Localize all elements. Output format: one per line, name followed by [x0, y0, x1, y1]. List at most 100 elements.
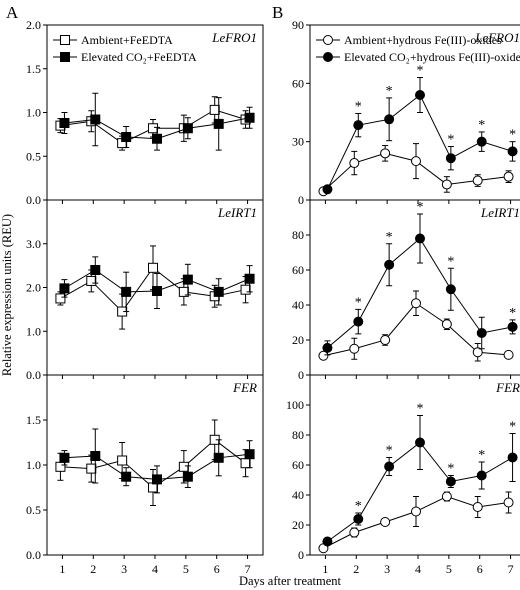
y-tick-label: 0.0 — [26, 548, 41, 562]
data-point — [445, 153, 456, 164]
y-tick-label: 20 — [292, 518, 304, 532]
data-point — [244, 112, 255, 123]
data-point — [349, 343, 360, 354]
data-point — [441, 491, 452, 502]
x-tick-label: 6 — [214, 562, 220, 576]
significance-marker: * — [447, 254, 454, 269]
data-point — [322, 184, 333, 195]
x-tick-label: 7 — [508, 562, 514, 576]
y-tick-label: 80 — [292, 228, 304, 242]
data-point — [117, 455, 128, 466]
y-tick-label: 60 — [292, 263, 304, 277]
x-tick-label: 1 — [322, 562, 328, 576]
significance-marker: * — [386, 230, 393, 245]
x-tick-label: 5 — [183, 562, 189, 576]
data-point — [90, 114, 101, 125]
data-point — [507, 321, 518, 332]
y-tick-label: 0.0 — [26, 368, 41, 382]
subplot-title: LeIRT1 — [480, 205, 520, 220]
y-tick-label: 60 — [292, 458, 304, 472]
data-point — [384, 461, 395, 472]
data-point — [384, 259, 395, 270]
data-point — [353, 120, 364, 131]
data-point — [411, 506, 421, 517]
data-point — [244, 273, 255, 284]
y-tick-label: 30 — [292, 135, 304, 149]
data-point — [318, 350, 329, 361]
y-tick-label: 0 — [298, 193, 304, 207]
data-point — [152, 133, 162, 144]
plot-area: 0.0 0.5 1.0 1.5 2.0 LeFRO1 0.0 1.0 2.0 3.0 LeIRT1 0… — [26, 18, 520, 576]
data-point — [86, 275, 97, 286]
data-point — [472, 347, 483, 358]
data-point — [415, 233, 425, 244]
y-tick-label: 2.0 — [26, 281, 41, 295]
data-point — [182, 274, 193, 285]
subplot-title: FER — [232, 380, 257, 395]
subplot-title: LeFRO1 — [474, 30, 520, 45]
significance-marker: * — [478, 118, 485, 133]
data-point — [476, 470, 487, 481]
data-point — [240, 284, 251, 295]
y-tick-label: 1.0 — [26, 458, 41, 472]
y-tick-label: 1.5 — [26, 413, 41, 427]
data-point — [472, 502, 483, 512]
data-point — [441, 179, 452, 190]
data-point — [55, 461, 66, 472]
significance-marker: * — [417, 402, 424, 417]
legend-label: Ambient+hydrous Fe(III)-oxides — [344, 33, 502, 47]
significance-marker: * — [447, 462, 454, 477]
data-point — [472, 175, 483, 186]
panel-a-label: A — [6, 3, 19, 22]
data-point — [121, 286, 132, 297]
significance-marker: * — [509, 306, 516, 321]
y-tick-label: 40 — [292, 488, 304, 502]
data-point — [148, 123, 158, 134]
data-point — [476, 136, 487, 147]
legend-marker — [323, 35, 333, 45]
subplot-title: FER — [495, 380, 520, 395]
y-tick-label: 0 — [298, 368, 304, 382]
significance-marker: * — [509, 420, 516, 435]
data-point — [121, 471, 132, 482]
data-point — [59, 283, 70, 294]
significance-marker: * — [417, 64, 424, 79]
subplot-title: LeFRO1 — [211, 30, 257, 45]
data-point — [59, 452, 70, 463]
significance-marker: * — [478, 448, 485, 463]
x-axis-label: Days after treatment — [239, 574, 342, 588]
y-tick-label: 1.0 — [26, 324, 41, 338]
data-point — [213, 452, 224, 463]
data-point — [322, 536, 333, 547]
data-point — [503, 349, 514, 360]
legend-marker — [60, 35, 70, 45]
plot-frame — [46, 374, 264, 556]
legend-marker — [60, 52, 70, 62]
y-tick-label: 2.0 — [26, 18, 41, 32]
x-tick-label: 4 — [415, 562, 421, 576]
data-point — [178, 461, 189, 472]
y-tick-label: 20 — [292, 333, 304, 347]
data-point — [86, 463, 97, 474]
significance-marker: * — [386, 444, 393, 459]
data-point — [415, 437, 425, 448]
data-point — [148, 262, 158, 273]
data-point — [507, 452, 518, 463]
y-tick-label: 1.5 — [26, 62, 41, 76]
y-tick-label: 40 — [292, 298, 304, 312]
data-point — [445, 476, 456, 487]
x-tick-label: 2 — [353, 562, 359, 576]
x-tick-label: 4 — [152, 562, 158, 576]
significance-marker: * — [355, 499, 362, 514]
panel-b-label: B — [272, 3, 283, 22]
data-point — [507, 146, 518, 157]
data-point — [415, 90, 425, 100]
data-point — [182, 471, 193, 482]
data-point — [476, 328, 487, 338]
y-tick-label: 1.0 — [26, 106, 41, 120]
data-point — [213, 286, 224, 297]
significance-marker: * — [386, 84, 393, 99]
y-tick-label: 80 — [292, 428, 304, 442]
x-tick-label: 2 — [90, 562, 96, 576]
